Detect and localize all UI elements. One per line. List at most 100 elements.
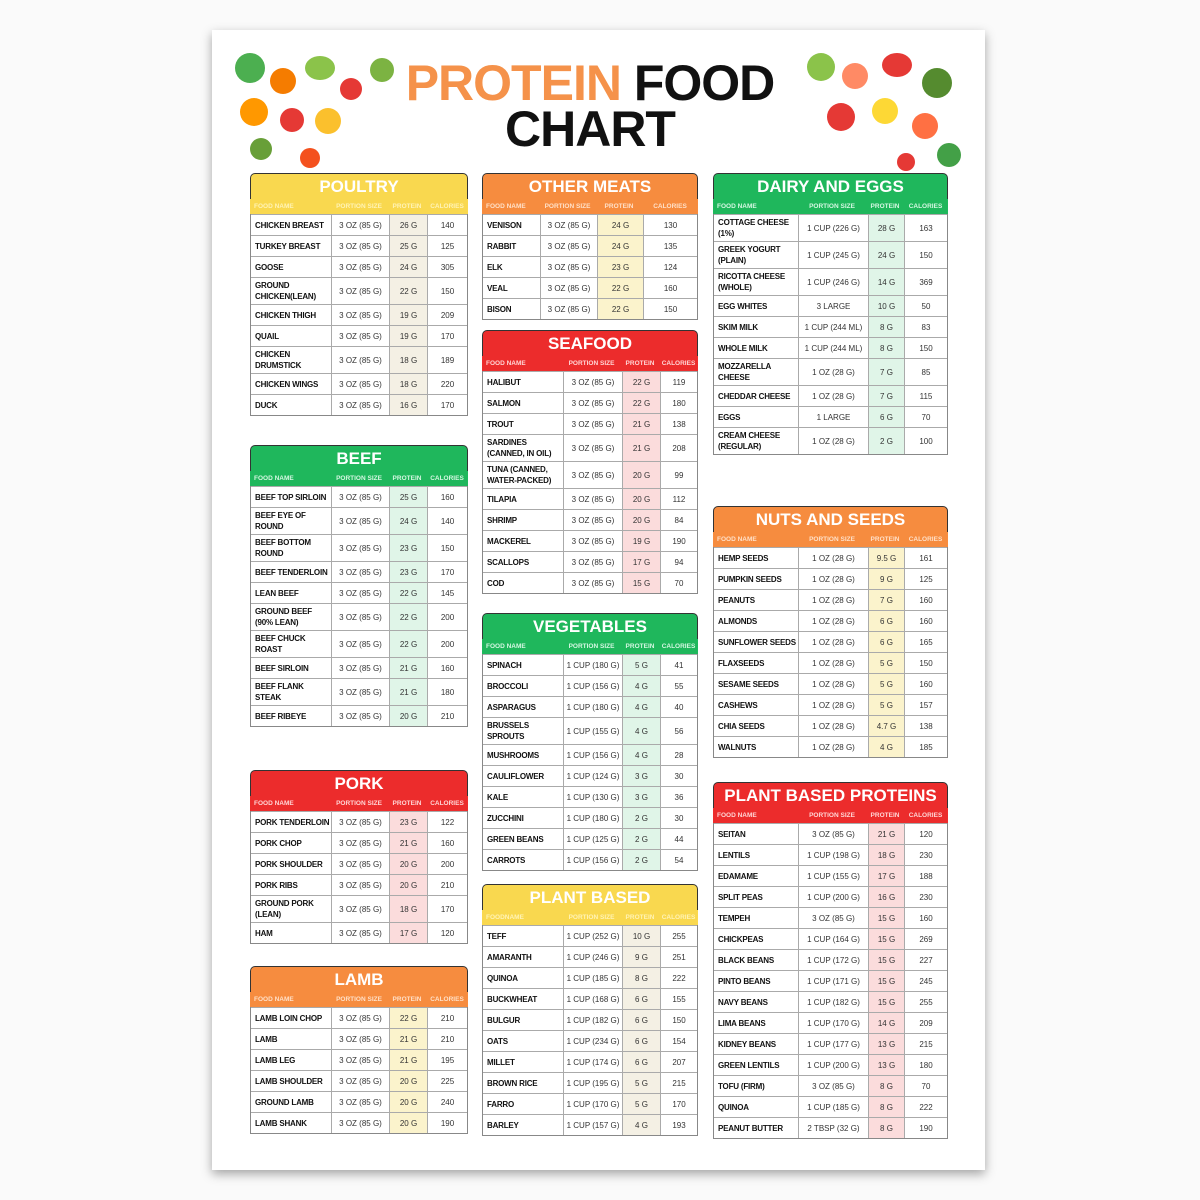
- calories-cell: 119: [660, 372, 697, 392]
- portion-size-cell: 3 OZ (85 G): [331, 236, 389, 256]
- protein-cell: 5 G: [868, 653, 904, 673]
- portion-size-cell: 1 CUP (156 G): [563, 850, 622, 870]
- calories-cell: 138: [660, 414, 697, 434]
- column-header: FOOD NAME: [486, 203, 526, 210]
- vegetable-illustration-right: [797, 48, 967, 178]
- food-name-cell: BEEF SIRLOIN: [255, 663, 309, 673]
- protein-cell: 21 G: [389, 679, 427, 705]
- protein-cell: 15 G: [868, 950, 904, 970]
- calories-cell: 30: [660, 808, 697, 828]
- calories-cell: 170: [427, 326, 467, 346]
- column-header: PROTEIN: [392, 800, 422, 807]
- calories-cell: 124: [643, 257, 697, 277]
- table-body: CHICKEN BREAST 3 OZ (85 G) 26 G 140 TURKEY B…: [250, 214, 468, 416]
- portion-size-cell: 1 CUP (172 G): [798, 950, 868, 970]
- protein-cell: 26 G: [389, 215, 427, 235]
- food-name-cell: BEEF RIBEYE: [255, 711, 307, 721]
- portion-size-cell: 1 CUP (171 G): [798, 971, 868, 991]
- calories-cell: 170: [427, 896, 467, 922]
- food-name-cell: SHRIMP: [487, 515, 517, 525]
- calories-cell: 209: [904, 1013, 947, 1033]
- portion-size-cell: 1 CUP (157 G): [563, 1115, 622, 1135]
- column-header-row: FOOD NAME PORTION SIZE PROTEIN CALORIES: [250, 992, 468, 1007]
- calories-cell: 125: [904, 569, 947, 589]
- food-name-cell: HAM: [255, 928, 273, 938]
- protein-cell: 4.7 G: [868, 716, 904, 736]
- food-name-cell: LAMB LOIN CHOP: [255, 1013, 322, 1023]
- column-header: CALORIES: [661, 914, 696, 921]
- protein-cell: 21 G: [389, 658, 427, 678]
- food-name-cell: PORK SHOULDER: [255, 859, 323, 869]
- food-name-cell: VENISON: [487, 220, 522, 230]
- portion-size-cell: 1 CUP (170 G): [563, 1094, 622, 1114]
- protein-cell: 15 G: [868, 929, 904, 949]
- protein-cell: 24 G: [868, 242, 904, 268]
- food-name-cell: GROUND PORK (LEAN): [255, 899, 314, 919]
- calories-cell: 163: [904, 215, 947, 241]
- food-name-cell: SEITAN: [718, 829, 746, 839]
- portion-size-cell: 1 CUP (164 G): [798, 929, 868, 949]
- table-body: HEMP SEEDS 1 OZ (28 G) 9.5 G 161 PUMPKIN SEE…: [713, 547, 948, 758]
- protein-cell: 22 G: [389, 1008, 427, 1028]
- calories-cell: 41: [660, 655, 697, 675]
- portion-size-cell: 3 OZ (85 G): [540, 236, 597, 256]
- vegetable-illustration-left: [230, 48, 400, 178]
- portion-size-cell: 3 OZ (85 G): [331, 1071, 389, 1091]
- calories-cell: 210: [427, 706, 467, 726]
- calories-cell: 70: [904, 1076, 947, 1096]
- column-header: PROTEIN: [870, 812, 900, 819]
- portion-size-cell: 1 CUP (252 G): [563, 926, 622, 946]
- column-header: PROTEIN: [604, 203, 634, 210]
- table-row: BARLEY 1 CUP (157 G) 4 G 193: [483, 1114, 697, 1135]
- portion-size-cell: 1 OZ (28 G): [798, 548, 868, 568]
- table-row: RABBIT 3 OZ (85 G) 24 G 135: [483, 235, 697, 256]
- protein-cell: 20 G: [622, 489, 660, 509]
- portion-size-cell: 1 CUP (170 G): [798, 1013, 868, 1033]
- column-header: CALORIES: [430, 996, 464, 1003]
- column-header: CALORIES: [908, 536, 943, 543]
- calories-cell: 155: [660, 989, 697, 1009]
- column-header: CALORIES: [653, 203, 687, 210]
- calories-cell: 145: [427, 583, 467, 603]
- calories-cell: 269: [904, 929, 947, 949]
- protein-cell: 20 G: [389, 1071, 427, 1091]
- protein-cell: 20 G: [389, 1092, 427, 1112]
- food-name-cell: PORK CHOP: [255, 838, 302, 848]
- portion-size-cell: 1 CUP (155 G): [798, 866, 868, 886]
- portion-size-cell: 3 OZ (85 G): [331, 215, 389, 235]
- calories-cell: 160: [904, 674, 947, 694]
- section-beef: BEEF FOOD NAME PORTION SIZE PROTEIN CALORIES…: [250, 445, 468, 727]
- table-row: LAMB LEG 3 OZ (85 G) 21 G 195: [251, 1049, 467, 1070]
- section-pork: PORK FOOD NAME PORTION SIZE PROTEIN CALORIES…: [250, 770, 468, 944]
- food-name-cell: EGGS: [718, 412, 741, 422]
- calories-cell: 227: [904, 950, 947, 970]
- food-name-cell: BULGUR: [487, 1015, 521, 1025]
- table-row: CHICKEN DRUMSTICK 3 OZ (85 G) 18 G 189: [251, 346, 467, 373]
- portion-size-cell: 1 CUP (246 G): [798, 269, 868, 295]
- table-row: CHICKEN THIGH 3 OZ (85 G) 19 G 209: [251, 304, 467, 325]
- food-name-cell: GROUND CHICKEN(LEAN): [255, 281, 316, 301]
- portion-size-cell: 1 CUP (185 G): [563, 968, 622, 988]
- food-name-cell: WHOLE MILK: [718, 343, 768, 353]
- portion-size-cell: 1 CUP (180 G): [563, 655, 622, 675]
- protein-cell: 25 G: [389, 487, 427, 507]
- protein-cell: 23 G: [389, 812, 427, 832]
- protein-cell: 6 G: [622, 1010, 660, 1030]
- table-row: LAMB LOIN CHOP 3 OZ (85 G) 22 G 210: [251, 1007, 467, 1028]
- calories-cell: 160: [643, 278, 697, 298]
- column-header: PORTION SIZE: [544, 203, 591, 210]
- column-header: FOOD NAME: [254, 475, 294, 482]
- portion-size-cell: 3 OZ (85 G): [331, 374, 389, 394]
- column-header: PROTEIN: [625, 643, 655, 650]
- calories-cell: 56: [660, 718, 697, 744]
- protein-cell: 18 G: [389, 896, 427, 922]
- portion-size-cell: 1 CUP (245 G): [798, 242, 868, 268]
- calories-cell: 200: [427, 854, 467, 874]
- table-row: TOFU (FIRM) 3 OZ (85 G) 8 G 70: [714, 1075, 947, 1096]
- calories-cell: 160: [427, 487, 467, 507]
- section-title: PORK: [250, 770, 468, 796]
- calories-cell: 190: [427, 1113, 467, 1133]
- table-row: MILLET 1 CUP (174 G) 6 G 207: [483, 1051, 697, 1072]
- column-header: PROTEIN: [870, 536, 900, 543]
- portion-size-cell: 3 OZ (85 G): [331, 1113, 389, 1133]
